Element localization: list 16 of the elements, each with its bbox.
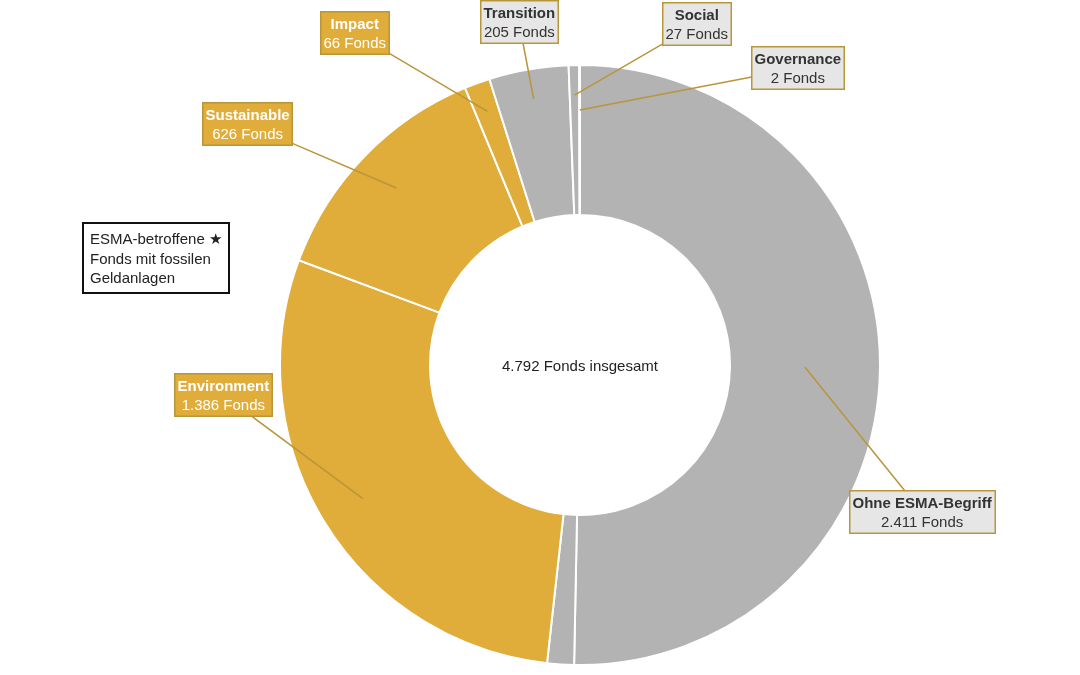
slice-label: Sustainable: [205, 105, 290, 123]
slice-label: Ohne ESMA-Begriff: [852, 493, 993, 511]
data-label: 27 Fonds: [665, 25, 729, 42]
slice-label: Transition: [483, 3, 556, 21]
slice-label: Environment: [177, 376, 270, 394]
data-label: 66 Fonds: [323, 34, 387, 51]
slice-label: Governance: [754, 49, 842, 67]
data-label: 1.386 Fonds: [181, 396, 266, 413]
slice-label: Impact: [330, 14, 379, 32]
data-label: 2 Fonds: [770, 69, 825, 86]
data-label: 626 Fonds: [212, 125, 284, 142]
data-label: 2.411 Fonds: [880, 513, 964, 530]
slice-label: Social: [674, 5, 719, 23]
text: ESMA-betroffene ★ Fonds mit fossilen Geldanlagen: [90, 230, 222, 286]
text: 4.792 Fonds insgesamt: [502, 357, 659, 374]
data-label: 205 Fonds: [483, 23, 555, 40]
